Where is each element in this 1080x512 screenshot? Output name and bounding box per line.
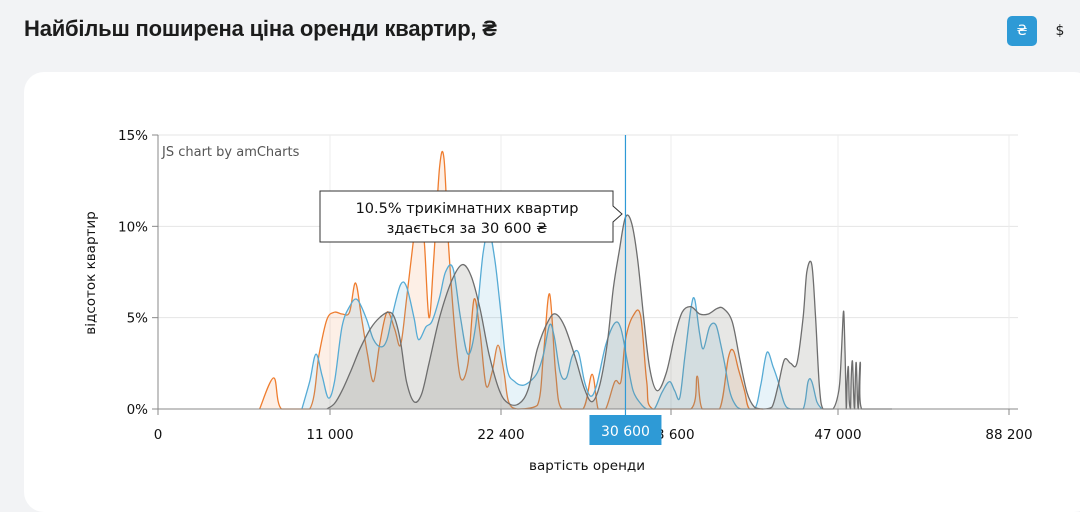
x-tick-label: 11 000: [306, 427, 353, 443]
currency-uah-button[interactable]: ₴: [1007, 16, 1037, 46]
y-tick-label: 15%: [118, 128, 148, 144]
rent-price-chart: 0%5%10%15%0 11 000 22 400 33 600 47 000 88 20…: [83, 128, 1033, 474]
y-tick-label: 5%: [127, 311, 149, 327]
chart-cursor: 30 600 10.5% трикімнатних квартир здається…: [319, 135, 662, 445]
tooltip-box: [319, 190, 623, 243]
chart-card: [24, 72, 1080, 512]
tooltip-line-1: 10.5% трикімнатних квартир: [356, 201, 579, 217]
cursor-label: 30 600: [601, 424, 650, 440]
tooltip: 10.5% трикімнатних квартир здається за 30…: [319, 190, 623, 243]
y-axis-label: відсоток квартир: [83, 211, 99, 334]
series-blue-line: [301, 231, 823, 410]
series-orange-area: [259, 151, 764, 410]
tooltip-line-2: здається за 30 600 ₴: [387, 221, 548, 237]
currency-usd-button[interactable]: $: [1045, 16, 1075, 46]
series-blue-area: [301, 231, 822, 409]
chart-series: [259, 150, 892, 410]
chart-grid: [157, 134, 1018, 410]
series-gray-area: [326, 215, 892, 409]
y-tick-label: 0%: [127, 402, 149, 418]
cursor-badge: [589, 415, 662, 445]
y-tick-label: 10%: [118, 219, 148, 235]
page-header: Найбільш поширена ціна оренди квартир, ₴…: [0, 0, 1080, 70]
x-tick-label: 88 200: [985, 427, 1032, 443]
x-tick-label: 22 400: [477, 427, 524, 443]
x-tick-label: 0: [154, 427, 163, 443]
series-gray-line: [326, 214, 892, 410]
page-title: Найбільш поширена ціна оренди квартир, ₴: [24, 16, 497, 41]
x-tick-label: 47 000: [814, 427, 861, 443]
chart-credit[interactable]: JS chart by amCharts: [161, 145, 300, 160]
x-axis-label: вартість оренди: [529, 458, 645, 474]
